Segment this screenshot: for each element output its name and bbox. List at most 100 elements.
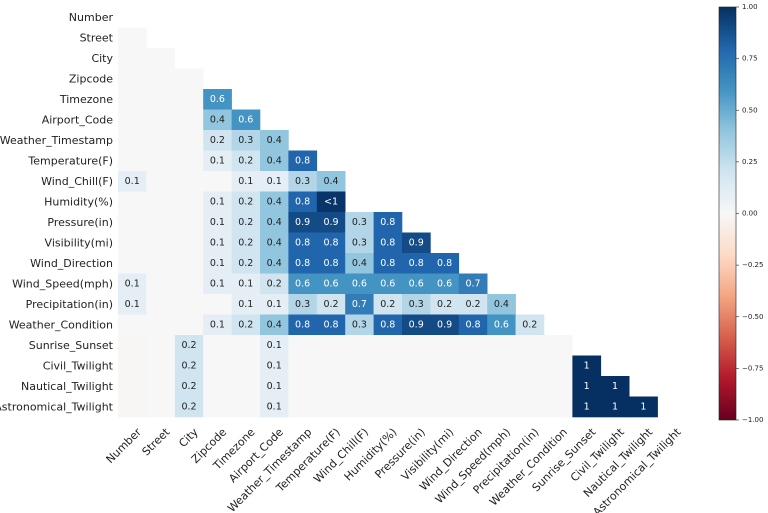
cell-label: 0.4 xyxy=(267,319,282,330)
heatmap-cell xyxy=(203,294,232,315)
heatmap-cell xyxy=(174,68,204,90)
heatmap-cell xyxy=(118,232,147,254)
heatmap-cell xyxy=(345,273,374,295)
heatmap-cell xyxy=(146,273,176,295)
heatmap-cell xyxy=(288,355,318,377)
heatmap-cell xyxy=(231,396,261,418)
heatmap-cell xyxy=(430,273,460,295)
heatmap-cell xyxy=(203,355,232,377)
heatmap-cell xyxy=(260,355,289,377)
cell-label: 1 xyxy=(584,401,590,412)
heatmap-cell xyxy=(146,150,176,172)
cell-label: 0.1 xyxy=(210,237,225,248)
cell-label: 0.3 xyxy=(409,299,424,310)
heatmap-cell xyxy=(600,376,630,397)
cell-label: 0.7 xyxy=(465,278,480,289)
cell-label: 0.2 xyxy=(181,381,196,392)
cell-label: 0.4 xyxy=(267,155,282,166)
row-label: Visibility(mi) xyxy=(45,236,113,249)
heatmap-cell xyxy=(544,335,573,356)
heatmap-cell xyxy=(174,150,204,172)
cell-label: <1 xyxy=(324,196,338,207)
heatmap-cell xyxy=(203,273,232,295)
heatmap-cell xyxy=(118,355,147,377)
heatmap-cell xyxy=(174,89,204,110)
heatmap-cell xyxy=(203,314,232,336)
heatmap-cell xyxy=(515,314,545,336)
heatmap-cell xyxy=(118,68,147,90)
colorbar: 1.00 0.75 0.50 0.25 0.00 −0.25 −0.50 −0.75 −1.00 xyxy=(718,3,763,424)
cell-label: 0.2 xyxy=(437,299,452,310)
cell-label: 0.6 xyxy=(323,278,338,289)
colorbar-tick-label: 1.00 xyxy=(742,3,758,11)
cell-label: 0.8 xyxy=(295,237,310,248)
cell-label: 0.1 xyxy=(238,299,253,310)
cell-label: 0.1 xyxy=(210,217,225,228)
column-label: Number xyxy=(104,425,145,466)
heatmap-cell xyxy=(373,335,403,356)
heatmap-cell xyxy=(118,396,147,418)
heatmap-cell xyxy=(260,253,289,274)
heatmap-cell xyxy=(316,335,346,356)
heatmap-cell xyxy=(458,314,488,336)
cell-label: 0.1 xyxy=(267,340,282,351)
heatmap-cell xyxy=(345,212,374,233)
heatmap-cell xyxy=(231,376,261,397)
heatmap-cell xyxy=(316,253,346,274)
heatmap-cell xyxy=(118,212,147,233)
colorbar-tick-label: 0.75 xyxy=(742,55,758,63)
heatmap-cell xyxy=(231,171,261,192)
row-label: Wind_Chill(F) xyxy=(41,175,113,188)
cell-label: 0.3 xyxy=(238,135,253,146)
heatmap-cell xyxy=(373,253,403,274)
heatmap-cell xyxy=(118,294,147,315)
cell-label: 0.6 xyxy=(380,278,395,289)
heatmap-cell xyxy=(430,376,460,397)
row-label: Weather_Timestamp xyxy=(0,134,113,147)
heatmap-cell xyxy=(430,253,460,274)
heatmap-cell xyxy=(203,376,232,397)
heatmap-cell xyxy=(260,294,289,315)
heatmap-cell xyxy=(260,314,289,336)
heatmap-cell xyxy=(231,130,261,151)
cell-label: 0.1 xyxy=(210,196,225,207)
heatmap-cell xyxy=(572,355,602,377)
cell-label: 0.1 xyxy=(210,319,225,330)
heatmap-cell xyxy=(146,396,176,418)
heatmap-cell xyxy=(231,273,261,295)
heatmap-cell xyxy=(288,335,318,356)
cell-label: 0.2 xyxy=(238,217,253,228)
heatmap-cell xyxy=(174,355,204,377)
cell-label: 0.4 xyxy=(352,258,367,269)
cell-label: 0.8 xyxy=(323,237,338,248)
heatmap-cell xyxy=(118,27,147,49)
heatmap-cell xyxy=(260,376,289,397)
heatmap-cell xyxy=(174,253,204,274)
row-label: Humidity(%) xyxy=(44,195,113,208)
cell-label: 0.7 xyxy=(352,299,367,310)
heatmap-cell xyxy=(316,273,346,295)
heatmap-cell xyxy=(203,171,232,192)
heatmap-cell xyxy=(203,109,232,131)
cell-label: 0.9 xyxy=(295,217,310,228)
cell-label: 0.6 xyxy=(295,278,310,289)
cell-label: 0.8 xyxy=(465,319,480,330)
heatmap-cell xyxy=(316,171,346,192)
heatmap-cell xyxy=(402,253,431,274)
cell-label: 0.1 xyxy=(267,381,282,392)
cell-label: 0.8 xyxy=(295,319,310,330)
cell-label: 1 xyxy=(584,360,590,371)
cell-label: 0.1 xyxy=(267,176,282,187)
heatmap-cell xyxy=(402,355,431,377)
cell-label: 0.1 xyxy=(125,299,140,310)
heatmap-cell xyxy=(118,48,147,69)
heatmap-cell xyxy=(146,109,176,131)
heatmap-cell xyxy=(373,212,403,233)
cell-label: 0.1 xyxy=(267,401,282,412)
heatmap-cell xyxy=(402,376,431,397)
heatmap-cell xyxy=(203,253,232,274)
heatmap-cell xyxy=(146,212,176,233)
colorbar-tick-label: −0.50 xyxy=(742,313,763,321)
heatmap-cell xyxy=(174,171,204,192)
heatmap-cells: 0.6 0.4 0.6 0.2 0.3 0.4 0.1 0.2 0.4 0.8 0.1 0.1 0.1 0… xyxy=(118,27,658,418)
